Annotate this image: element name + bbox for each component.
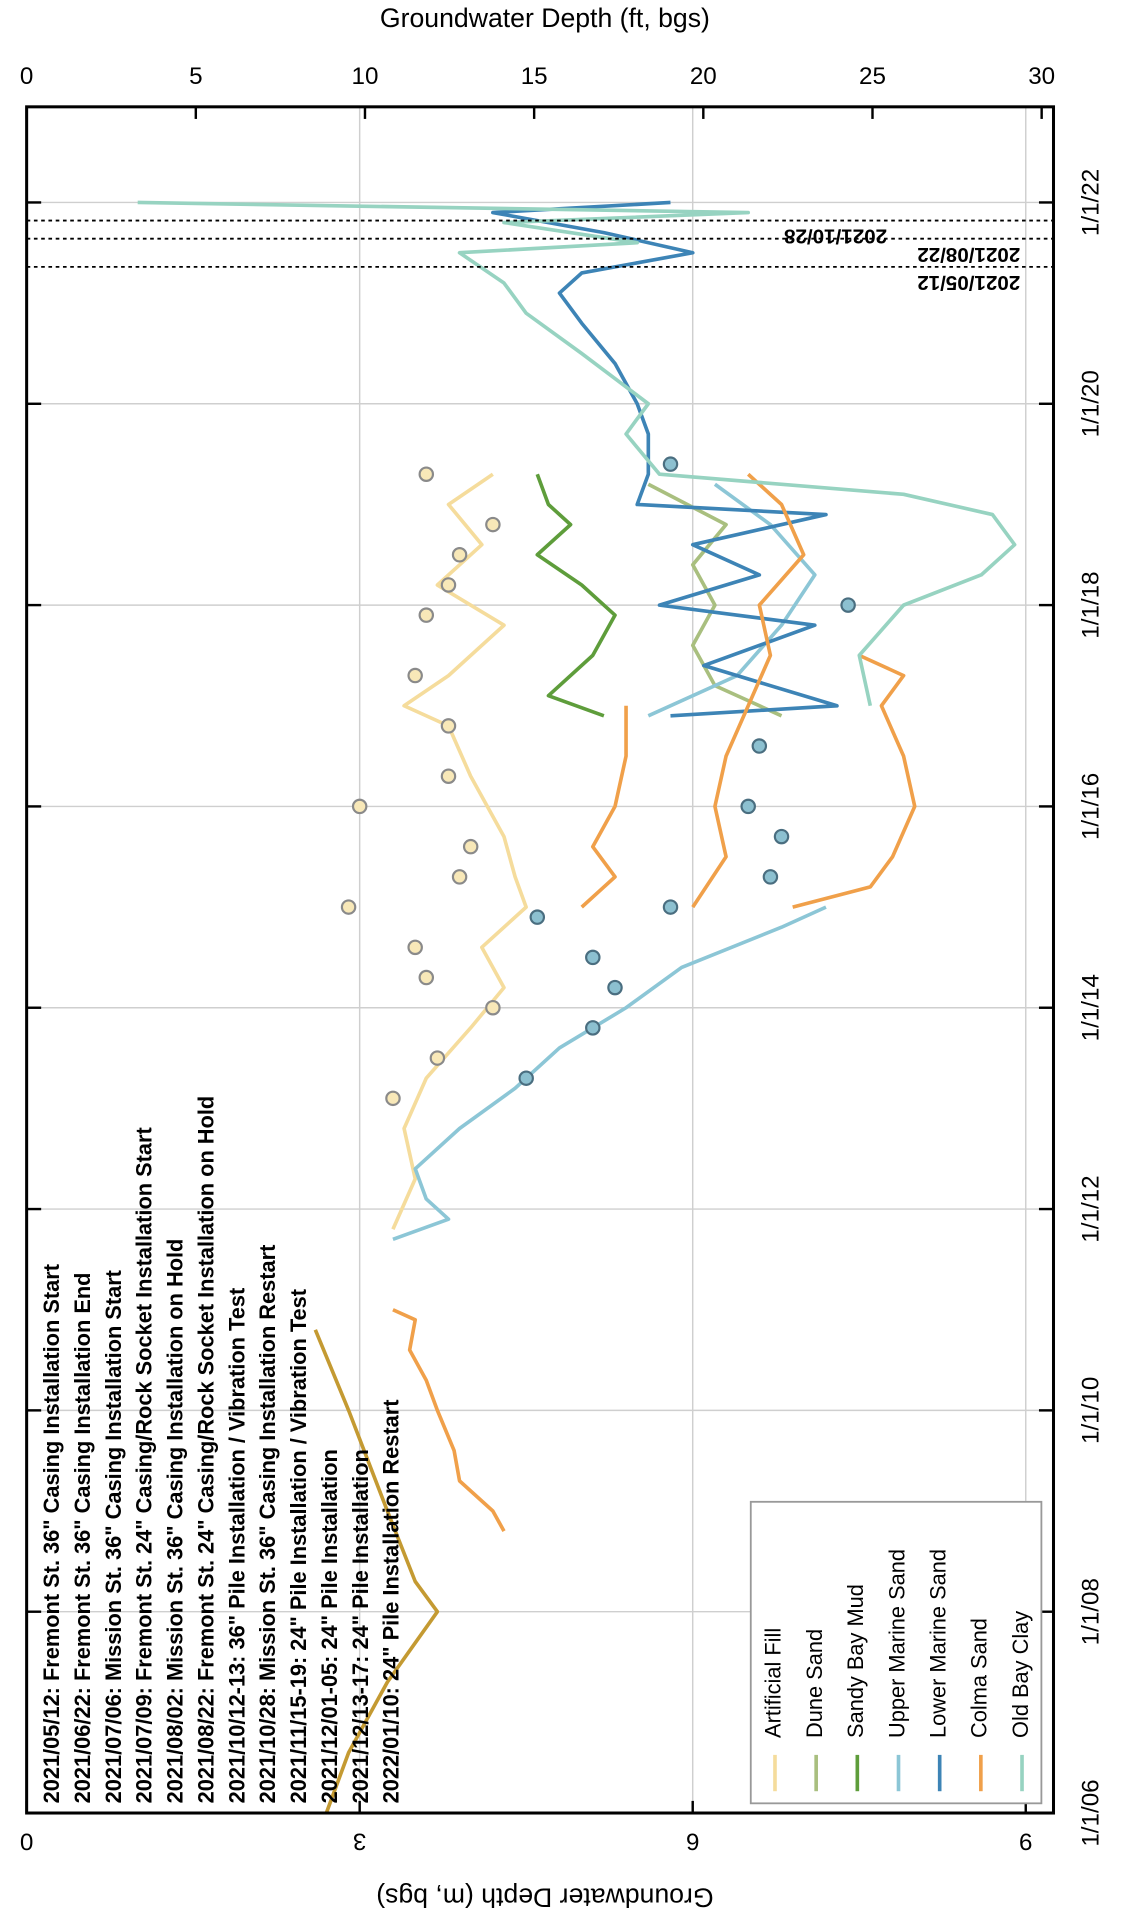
measurement-point xyxy=(518,1070,534,1086)
measurement-point xyxy=(418,969,435,986)
y-tick-label: 3 xyxy=(353,1827,366,1854)
note: 2021/12/01-05: 24" Pile Installation xyxy=(317,1449,342,1803)
note: 2021/10/12-13: 36" Pile Installation / V… xyxy=(224,1288,249,1804)
x-tick-label: 1/1/14 xyxy=(1078,974,1105,1041)
measurement-point xyxy=(529,909,546,925)
legend-label: Sandy Bay Mud xyxy=(843,1584,868,1738)
y2-tick-label: 20 xyxy=(690,63,717,90)
measurement-point xyxy=(451,869,468,885)
measurement-point xyxy=(607,979,623,996)
measurement-point xyxy=(585,1020,601,1036)
y-tick-label: 0 xyxy=(20,1827,33,1854)
y2-tick-label: 25 xyxy=(859,63,886,90)
note: 2021/06/22: Fremont St. 36" Casing Insta… xyxy=(70,1273,95,1804)
note: 2021/08/22: Fremont St. 24" Casing/Rock … xyxy=(193,1096,218,1804)
y-axis-label: Groundwater Depth (m, bgs) xyxy=(376,1882,713,1912)
x-tick-label: 1/1/06 xyxy=(1078,1779,1105,1846)
measurement-point xyxy=(662,899,679,915)
measurement-point xyxy=(840,597,856,613)
measurement-point xyxy=(407,939,423,956)
note: 2021/08/02: Mission St. 36" Casing Insta… xyxy=(163,1239,188,1804)
series-line xyxy=(535,473,617,718)
legend-label: Dune Sand xyxy=(802,1629,827,1738)
plot-frame xyxy=(25,105,1056,1815)
legend-label: Old Bay Clay xyxy=(1008,1611,1033,1738)
y-tick-label: 9 xyxy=(1019,1827,1032,1854)
measurement-point xyxy=(340,899,357,915)
series-line xyxy=(491,200,839,718)
event-label: 2021/10/28 xyxy=(784,225,887,248)
y-tick-label: 6 xyxy=(686,1827,699,1854)
series-line xyxy=(391,472,528,1230)
legend-box xyxy=(749,1500,1043,1805)
legend-label: Colma Sand xyxy=(967,1618,992,1738)
measurement-point xyxy=(440,577,457,593)
note: 2021/12/13-17: 24" Pile Installation xyxy=(348,1449,373,1803)
legend-label: Artificial Fill xyxy=(761,1628,786,1738)
x-tick-label: 1/1/10 xyxy=(1078,1377,1105,1444)
measurement-point xyxy=(418,466,435,482)
note: 2021/07/06: Mission St. 36" Casing Insta… xyxy=(101,1270,126,1803)
x-tick-label: 1/1/08 xyxy=(1078,1578,1105,1645)
note: 2021/11/15-19: 24" Pile Installation / V… xyxy=(286,1289,311,1803)
event-label: 2021/08/22 xyxy=(917,243,1020,266)
x-tick-label: 1/1/22 xyxy=(1078,169,1105,236)
y2-tick-label: 15 xyxy=(521,63,548,90)
measurement-point xyxy=(485,999,501,1016)
y2-tick-label: 30 xyxy=(1028,63,1055,90)
measurement-point xyxy=(773,828,790,845)
legend-label: Lower Marine Sand xyxy=(925,1549,950,1738)
y2-axis-label: Groundwater Depth (ft, bgs) xyxy=(380,3,710,33)
x-tick-label: 1/1/18 xyxy=(1078,571,1105,638)
measurement-point xyxy=(485,516,501,533)
measurement-point xyxy=(429,1050,446,1066)
measurement-point xyxy=(740,798,756,815)
note: 2021/07/09: Fremont St. 24" Casing/Rock … xyxy=(132,1127,157,1803)
y2-tick-label: 0 xyxy=(20,63,33,90)
measurement-point xyxy=(751,738,768,754)
x-tick-label: 1/1/16 xyxy=(1078,773,1105,840)
x-tick-label: 1/1/20 xyxy=(1078,370,1105,437)
event-label: 2021/05/12 xyxy=(917,271,1020,294)
note: 2022/01/10: 24" Pile Installation Restar… xyxy=(379,1400,404,1804)
y2-tick-label: 5 xyxy=(189,63,202,90)
measurement-point xyxy=(418,607,435,623)
measurement-point xyxy=(762,869,779,885)
series-line xyxy=(392,482,827,1241)
series-line xyxy=(392,472,917,1532)
note: 2021/05/12: Fremont St. 36" Casing Insta… xyxy=(39,1264,64,1803)
y2-tick-label: 10 xyxy=(352,63,379,90)
measurement-point xyxy=(440,718,457,734)
legend: Artificial Fill Dune Sand Sandy Bay Mud Upp… xyxy=(749,1500,1043,1805)
note: 2021/10/28: Mission St. 36" Casing Insta… xyxy=(255,1245,280,1804)
measurement-point xyxy=(451,547,468,563)
measurement-point xyxy=(351,798,368,815)
measurement-point xyxy=(462,838,479,855)
series-line xyxy=(137,200,1017,707)
x-tick-label: 1/1/12 xyxy=(1078,1175,1105,1242)
measurement-point xyxy=(385,1090,401,1107)
measurement-point xyxy=(407,667,423,684)
measurement-point xyxy=(662,456,679,472)
measurement-point xyxy=(585,949,601,966)
series-line xyxy=(313,1329,440,1814)
legend-label: Upper Marine Sand xyxy=(884,1549,909,1738)
measurement-point xyxy=(440,768,457,784)
